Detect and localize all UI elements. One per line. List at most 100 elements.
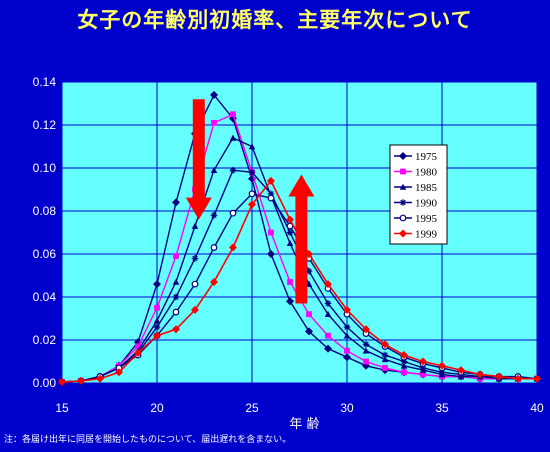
data-point-1980 xyxy=(420,371,426,378)
arrow-up xyxy=(288,174,315,304)
data-point-1985 xyxy=(362,347,370,354)
data-point-1985 xyxy=(286,239,294,247)
data-point-1999 xyxy=(476,370,484,379)
legend-marker-1980 xyxy=(400,168,406,175)
legend-marker-1975 xyxy=(399,152,407,160)
y-tick-label: 0.02 xyxy=(33,333,57,347)
data-point-1975 xyxy=(324,344,332,353)
data-point-1975 xyxy=(305,327,313,336)
data-point-1985 xyxy=(191,222,199,229)
data-point-1999 xyxy=(153,331,161,340)
x-tick-label: 30 xyxy=(340,401,354,415)
data-point-1985 xyxy=(210,166,218,173)
arrow-down xyxy=(185,99,212,220)
data-point-1999 xyxy=(457,366,465,375)
y-tick-label: 0.04 xyxy=(33,290,57,304)
y-tick-label: 0.08 xyxy=(33,204,57,218)
legend-label-1999: 1999 xyxy=(415,229,438,241)
data-point-1999 xyxy=(400,351,408,360)
data-point-1990 xyxy=(343,323,351,331)
data-point-1999 xyxy=(77,376,85,385)
y-tick-label: 0.14 xyxy=(33,75,57,89)
data-point-1999 xyxy=(514,374,522,383)
data-point-1999 xyxy=(191,305,199,314)
data-point-1990 xyxy=(286,229,294,236)
data-point-1980 xyxy=(401,369,407,376)
data-point-1990 xyxy=(324,300,332,307)
data-point-1980 xyxy=(230,111,236,118)
data-point-1985 xyxy=(229,134,237,141)
x-tick-label: 40 xyxy=(530,401,544,415)
data-point-1999 xyxy=(286,215,294,224)
x-tick-label: 35 xyxy=(435,401,449,415)
data-point-1999 xyxy=(172,325,180,334)
data-point-1990 xyxy=(191,255,199,262)
x-axis-label: 年 齢 xyxy=(289,417,319,432)
data-point-1999 xyxy=(134,348,142,357)
data-point-1995 xyxy=(267,194,275,202)
data-point-1999 xyxy=(229,243,237,252)
data-point-1990 xyxy=(210,212,218,219)
chart-title: 女子の年齢別初婚率、主要年次について xyxy=(77,8,473,32)
data-point-1999 xyxy=(438,361,446,370)
data-point-1980 xyxy=(268,229,274,236)
data-point-1990 xyxy=(172,293,180,301)
data-point-1980 xyxy=(154,304,160,311)
data-point-1999 xyxy=(533,374,541,383)
y-tick-label: 0.00 xyxy=(33,376,57,390)
data-point-1980 xyxy=(173,253,179,260)
data-point-1999 xyxy=(495,372,503,381)
data-point-1985 xyxy=(381,356,389,363)
x-tick-label: 15 xyxy=(55,401,69,415)
legend-marker-1999 xyxy=(399,229,407,238)
data-point-1975 xyxy=(210,90,218,99)
data-point-1990 xyxy=(267,190,275,198)
data-point-1999 xyxy=(58,377,66,386)
data-point-1980 xyxy=(344,347,350,354)
legend-box xyxy=(389,144,448,245)
data-point-1999 xyxy=(210,277,218,286)
data-point-1975 xyxy=(343,353,351,362)
data-point-1990 xyxy=(400,358,408,365)
data-point-1999 xyxy=(115,368,123,377)
y-tick-label: 0.06 xyxy=(33,247,57,261)
x-tick-label: 20 xyxy=(150,401,164,415)
footnote: 注：各届け出年に同居を開始したものについて、届出遅れを含まない。 xyxy=(4,435,292,445)
data-point-1980 xyxy=(135,343,141,350)
data-point-1980 xyxy=(306,311,312,318)
legend-marker-1990 xyxy=(399,199,407,206)
data-point-1985 xyxy=(343,332,351,339)
data-point-1985 xyxy=(324,310,332,317)
data-point-1975 xyxy=(267,250,275,258)
legend-marker-1985 xyxy=(399,183,407,190)
legend-label-1985: 1985 xyxy=(415,182,438,194)
data-point-1990 xyxy=(305,267,313,275)
data-point-1980 xyxy=(325,332,331,339)
y-tick-label: 0.10 xyxy=(33,161,57,175)
data-point-1995 xyxy=(210,244,218,251)
data-point-1999 xyxy=(381,340,389,349)
data-point-1999 xyxy=(419,357,427,366)
legend-label-1990: 1990 xyxy=(415,198,438,210)
data-point-1985 xyxy=(172,278,180,285)
data-point-1985 xyxy=(153,317,161,324)
legend-marker-1995 xyxy=(399,214,407,222)
data-point-1990 xyxy=(438,368,446,376)
x-tick-label: 25 xyxy=(245,401,259,415)
data-point-1995 xyxy=(172,308,180,316)
data-point-1990 xyxy=(229,166,237,174)
data-point-1980 xyxy=(363,358,369,365)
data-point-1990 xyxy=(248,169,256,176)
data-point-1995 xyxy=(191,280,199,288)
legend-label-1975: 1975 xyxy=(415,151,438,163)
data-point-1975 xyxy=(153,280,161,289)
data-point-1980 xyxy=(382,365,388,371)
data-point-1999 xyxy=(96,374,104,383)
data-point-1985 xyxy=(248,143,256,150)
data-point-1995 xyxy=(229,209,237,217)
data-point-1975 xyxy=(172,198,180,207)
data-point-1990 xyxy=(362,341,370,348)
data-point-1999 xyxy=(248,200,256,209)
legend-label-1980: 1980 xyxy=(415,167,438,179)
